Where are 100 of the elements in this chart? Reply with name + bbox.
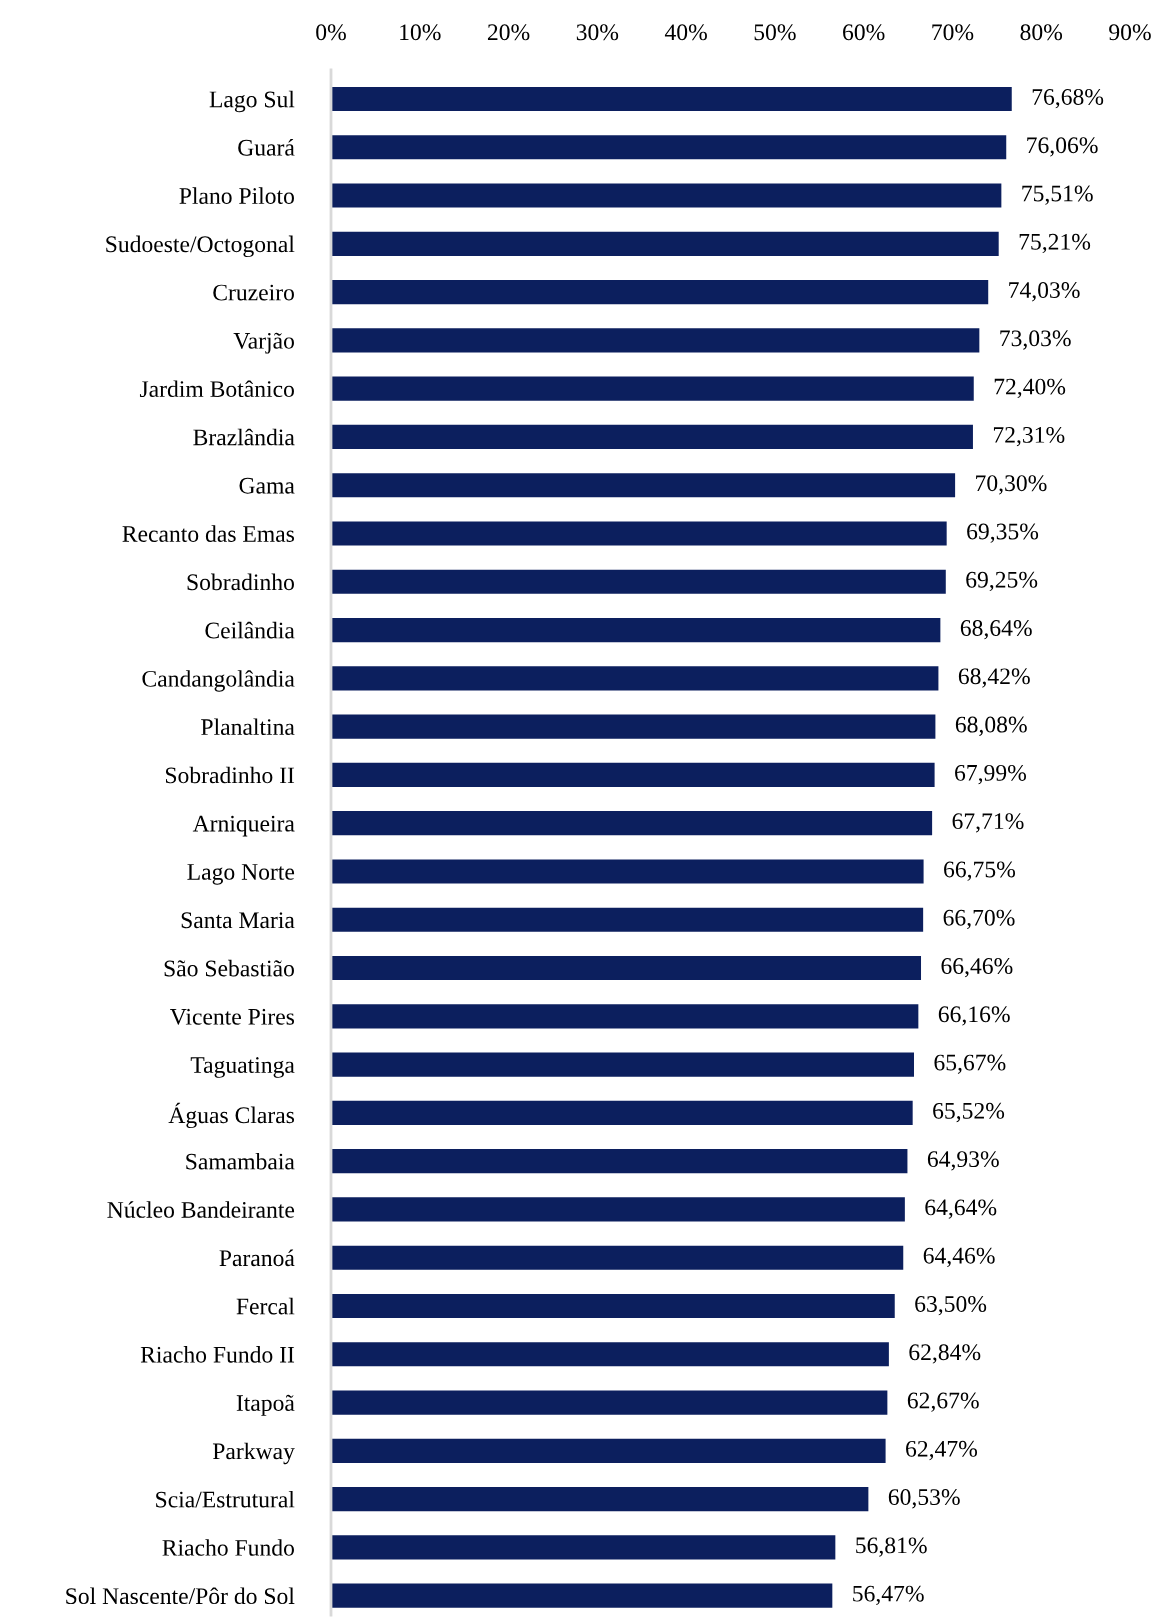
y-tick-label: Recanto das Emas bbox=[122, 525, 295, 542]
bar bbox=[331, 1197, 905, 1222]
bar bbox=[331, 135, 1007, 160]
bar bbox=[331, 1100, 913, 1125]
y-tick-label: Itapoã bbox=[236, 1394, 295, 1416]
bar bbox=[331, 231, 999, 256]
y-tick-label: Samambaia bbox=[186, 1152, 295, 1170]
y-tick-label: Taguatinga bbox=[190, 1057, 295, 1078]
data-label: 56,81% bbox=[856, 1537, 927, 1557]
y-tick-label: Fercal bbox=[236, 1297, 295, 1315]
bar bbox=[331, 1245, 904, 1270]
y-tick-label: Plano Piloto bbox=[179, 187, 294, 204]
data-label: 68,08% bbox=[955, 716, 1027, 736]
x-tick-label: 80% bbox=[1020, 24, 1063, 41]
y-tick-label: Varjão bbox=[233, 332, 294, 354]
data-label: 66,46% bbox=[941, 958, 1013, 978]
data-label: 60,53% bbox=[888, 1489, 960, 1509]
x-tick-label: 0% bbox=[316, 24, 346, 41]
data-label: 72,31% bbox=[993, 426, 1065, 447]
y-tick-label: Arniqueira bbox=[192, 815, 295, 837]
data-label: 76,06% bbox=[1027, 137, 1098, 157]
y-tick-label: Guará bbox=[238, 139, 295, 156]
y-tick-label: Sobradinho bbox=[187, 573, 294, 591]
y-tick-label: Sol Nascente/Pôr do Sol bbox=[66, 1587, 295, 1605]
data-label: 72,40% bbox=[994, 378, 1066, 398]
bar bbox=[331, 1535, 836, 1560]
bar bbox=[331, 762, 935, 787]
y-tick-label: Gama bbox=[239, 477, 295, 494]
y-tick-label: Parkway bbox=[212, 1442, 295, 1465]
data-label: 66,16% bbox=[938, 1006, 1010, 1026]
y-tick-label: Núcleo Bandeirante bbox=[107, 1201, 295, 1218]
x-tick-label: 70% bbox=[932, 24, 974, 41]
bar bbox=[331, 1149, 908, 1174]
y-tick-label: Planaltina bbox=[201, 718, 295, 736]
bar bbox=[331, 714, 936, 739]
y-tick-label: Vicente Pires bbox=[170, 1008, 295, 1025]
bar bbox=[331, 424, 973, 450]
y-tick-label: Cruzeiro bbox=[213, 284, 294, 301]
data-label: 68,64% bbox=[960, 620, 1032, 640]
x-tick-label: 10% bbox=[400, 24, 441, 41]
data-label: 68,42% bbox=[958, 668, 1030, 688]
data-label: 69,25% bbox=[966, 571, 1038, 592]
x-tick-label: 60% bbox=[843, 24, 885, 41]
data-label: 73,03% bbox=[1000, 330, 1071, 350]
data-label: 64,64% bbox=[925, 1199, 997, 1219]
data-label: 62,67% bbox=[907, 1392, 979, 1412]
data-label: 75,51% bbox=[1022, 185, 1093, 205]
y-tick-label: Jardim Botânico bbox=[139, 380, 294, 398]
data-label: 69,35% bbox=[967, 523, 1039, 543]
data-label: 74,03% bbox=[1009, 282, 1080, 302]
bar bbox=[331, 1293, 895, 1319]
data-label: 64,93% bbox=[927, 1151, 999, 1171]
y-tick-label: Santa Maria bbox=[181, 912, 295, 929]
bar bbox=[331, 1487, 869, 1512]
bar bbox=[331, 473, 956, 498]
data-label: 56,47% bbox=[853, 1585, 924, 1605]
y-tick-label: Candangolândia bbox=[142, 670, 295, 692]
bar bbox=[331, 1438, 886, 1463]
y-tick-label: Ceilândia bbox=[205, 621, 295, 639]
y-tick-label: São Sebastião bbox=[164, 959, 294, 977]
bar bbox=[331, 617, 941, 643]
x-tick-label: 40% bbox=[664, 24, 707, 41]
data-label: 75,21% bbox=[1019, 233, 1091, 254]
bar bbox=[331, 1583, 833, 1608]
data-label: 64,46% bbox=[923, 1247, 995, 1268]
x-tick-label: 20% bbox=[487, 24, 530, 41]
bar bbox=[331, 666, 939, 691]
bar bbox=[331, 955, 922, 981]
x-tick-label: 50% bbox=[754, 24, 796, 41]
data-label: 65,67% bbox=[934, 1054, 1006, 1074]
bar bbox=[331, 1004, 919, 1029]
bar bbox=[331, 907, 924, 932]
y-tick-label: Lago Sul bbox=[209, 90, 295, 113]
bar bbox=[331, 328, 980, 353]
data-label: 66,70% bbox=[943, 909, 1015, 930]
bar bbox=[331, 376, 974, 401]
data-label: 65,52% bbox=[933, 1102, 1005, 1123]
bar bbox=[331, 569, 946, 594]
bar bbox=[331, 1390, 888, 1415]
data-label: 62,84% bbox=[909, 1344, 981, 1364]
data-label: 67,71% bbox=[952, 813, 1024, 833]
y-tick-label: Paranoá bbox=[219, 1249, 295, 1267]
bar bbox=[331, 1342, 889, 1367]
bar bbox=[331, 86, 1012, 112]
bar bbox=[331, 1052, 914, 1077]
y-tick-label: Brazlândia bbox=[193, 428, 295, 446]
y-tick-label: Sobradinho II bbox=[165, 766, 295, 784]
y-tick-label: Sudoeste/Octogonal bbox=[106, 235, 295, 258]
x-tick-label: 30% bbox=[576, 24, 619, 41]
bar bbox=[331, 811, 933, 836]
bar bbox=[331, 280, 989, 305]
bar bbox=[331, 183, 1002, 208]
y-tick-label: Riacho Fundo II bbox=[140, 1346, 295, 1363]
data-label: 70,30% bbox=[976, 475, 1047, 495]
y-tick-label: Águas Claras bbox=[168, 1102, 295, 1129]
y-tick-label: Riacho Fundo bbox=[162, 1539, 294, 1556]
x-tick-label: 90% bbox=[1109, 24, 1151, 41]
bar bbox=[331, 859, 924, 884]
data-label: 67,99% bbox=[955, 764, 1027, 785]
data-label: 66,75% bbox=[944, 861, 1016, 881]
